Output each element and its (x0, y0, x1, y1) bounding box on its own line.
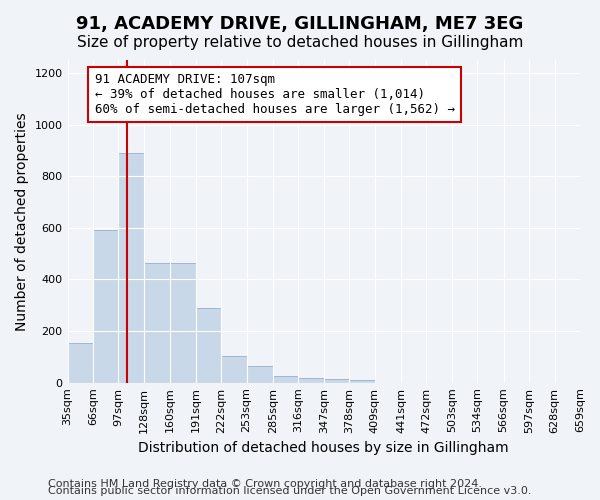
Bar (68, 342, 93, 382)
Bar (170, 262, 196, 382)
X-axis label: Distribution of detached houses by size in Gillingham: Distribution of detached houses by size … (139, 441, 509, 455)
Text: 91, ACADEMY DRIVE, GILLINGHAM, ME7 3EG: 91, ACADEMY DRIVE, GILLINGHAM, ME7 3EG (76, 15, 524, 33)
Bar (196, 308, 221, 382)
Bar (324, 380, 349, 382)
Text: 91 ACADEMY DRIVE: 107sqm
← 39% of detached houses are smaller (1,014)
60% of sem: 91 ACADEMY DRIVE: 107sqm ← 39% of detach… (95, 73, 455, 116)
Bar (144, 262, 170, 382)
Text: Contains HM Land Registry data © Crown copyright and database right 2024.: Contains HM Land Registry data © Crown c… (48, 479, 482, 489)
Bar (93, 230, 118, 382)
Bar (221, 356, 247, 382)
Y-axis label: Number of detached properties: Number of detached properties (15, 112, 29, 330)
Bar (349, 380, 374, 382)
Bar (298, 378, 324, 382)
Text: Size of property relative to detached houses in Gillingham: Size of property relative to detached ho… (77, 35, 523, 50)
Bar (118, 153, 144, 382)
Bar (247, 366, 273, 382)
Bar (273, 376, 298, 382)
Text: Contains public sector information licensed under the Open Government Licence v3: Contains public sector information licen… (48, 486, 532, 496)
